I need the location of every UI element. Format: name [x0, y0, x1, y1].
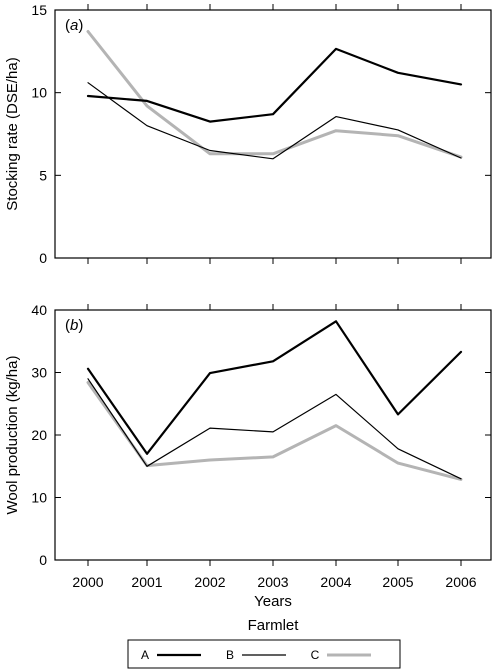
plot-frame: [54, 309, 492, 561]
y-tick-label: 20: [31, 427, 47, 443]
x-axis-title: Years: [254, 593, 292, 610]
panel-label-letter: b: [70, 317, 78, 334]
legend-label-c: C: [311, 648, 320, 662]
y-axis-title: Wool production (kg/ha): [4, 356, 21, 515]
series-line-a: [86, 47, 463, 123]
panel-label-letter: a: [70, 17, 78, 34]
panel-label: (a): [65, 17, 83, 34]
legend: Farmlet A B C: [127, 617, 401, 669]
x-tick-label: 2004: [320, 574, 351, 590]
y-tick-label: 10: [31, 85, 47, 101]
y-tick-label: 40: [31, 302, 47, 318]
panel-label: (b): [65, 317, 83, 334]
y-axis-ticks: 0 5 10 15: [31, 2, 491, 266]
series-line-c: [86, 30, 463, 159]
x-tick-label: 2002: [194, 574, 225, 590]
y-axis-title: Stocking rate (DSE/ha): [4, 57, 21, 210]
series-line-b: [87, 82, 462, 160]
x-tick-label: 2001: [131, 574, 162, 590]
x-tick-label: 2003: [257, 574, 288, 590]
x-tick-label: 2005: [382, 574, 413, 590]
legend-entries: A B C: [141, 648, 371, 662]
plot-frame: [54, 9, 492, 259]
legend-title: Farmlet: [248, 617, 300, 634]
series-lines: [86, 30, 463, 160]
legend-box: [127, 639, 401, 669]
y-tick-label: 0: [39, 552, 47, 568]
x-axis-ticks: 2000 2001 2002 2003 2004 2005 2006: [72, 304, 477, 590]
y-axis-ticks: 0 10 20 30 40: [31, 302, 491, 568]
x-axis-ticks: [87, 4, 462, 264]
panel-stocking-rate: 0 5 10 15 (a) Stocking rate (DSE/ha): [4, 2, 492, 266]
x-tick-label: 2000: [72, 574, 103, 590]
legend-label-a: A: [141, 648, 149, 662]
panel-wool-production: 0 10 20 30 40 2000 2001 2002 2003 2004 2005 2006 (…: [4, 302, 492, 610]
y-tick-label: 30: [31, 365, 47, 381]
series-line-b: [87, 378, 462, 480]
y-tick-label: 5: [39, 167, 47, 183]
y-tick-label: 0: [39, 250, 47, 266]
y-tick-label: 15: [31, 2, 47, 18]
series-line-a: [86, 320, 463, 455]
y-tick-label: 10: [31, 490, 47, 506]
x-tick-label: 2006: [445, 574, 476, 590]
series-lines: [86, 320, 463, 481]
legend-label-b: B: [226, 648, 234, 662]
